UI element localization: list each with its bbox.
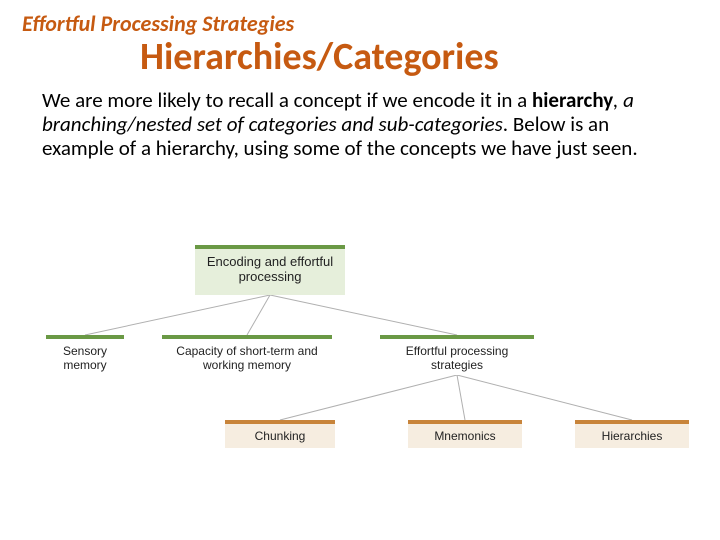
node-effort: Effortful processing strategies — [380, 335, 534, 375]
node-root: Encoding and effortful processing — [195, 245, 345, 295]
slide-supertitle: Effortful Processing Strategies — [22, 10, 294, 37]
edge-root-sensory — [85, 295, 270, 335]
hierarchy-diagram: Encoding and effortful processing Sensory… — [20, 245, 700, 465]
edge-effort-mnem — [457, 375, 465, 420]
node-hier: Hierarchies — [575, 420, 689, 448]
node-sensory: Sensory memory — [46, 335, 124, 375]
slide-title: Hierarchies/Categories — [140, 34, 499, 80]
edge-effort-hier — [457, 375, 632, 420]
edge-root-effort — [270, 295, 457, 335]
node-chunk: Chunking — [225, 420, 335, 448]
slide-body: We are more likely to recall a concept i… — [42, 88, 670, 160]
edge-effort-chunk — [280, 375, 457, 420]
edge-root-cap — [247, 295, 270, 335]
body-pre: We are more likely to recall a concept i… — [42, 87, 532, 113]
node-mnem: Mnemonics — [408, 420, 522, 448]
body-bold: hierarchy — [532, 87, 613, 113]
node-cap: Capacity of short-term and working memor… — [162, 335, 332, 375]
